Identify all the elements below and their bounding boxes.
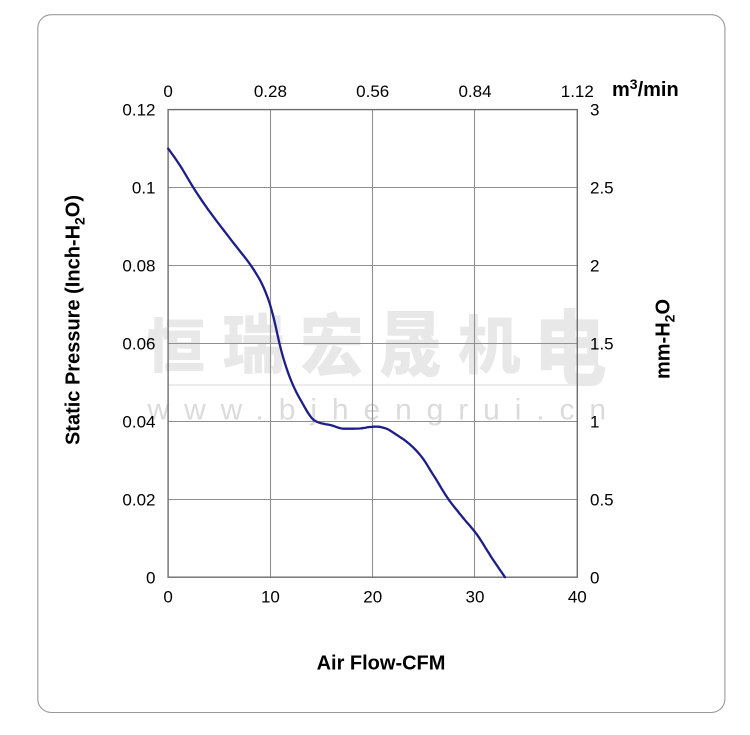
svg-text:0: 0	[146, 568, 155, 587]
svg-text:Static Pressure (Inch-H2O): Static Pressure (Inch-H2O)	[63, 195, 88, 445]
svg-text:Air Flow-CFM: Air Flow-CFM	[317, 653, 446, 675]
svg-text:1: 1	[590, 412, 599, 431]
svg-text:mm-H2O: mm-H2O	[653, 299, 678, 379]
svg-text:2: 2	[590, 257, 599, 276]
svg-text:0.1: 0.1	[132, 179, 156, 198]
svg-text:1.12: 1.12	[561, 82, 594, 101]
svg-text:0.04: 0.04	[122, 412, 155, 431]
svg-text:0.28: 0.28	[254, 82, 287, 101]
svg-text:0.02: 0.02	[122, 490, 155, 509]
svg-text:m3/min: m3/min	[612, 76, 679, 101]
svg-text:1.5: 1.5	[590, 335, 614, 354]
svg-text:0: 0	[163, 587, 172, 606]
svg-text:3: 3	[590, 101, 599, 120]
svg-text:30: 30	[466, 587, 485, 606]
svg-text:0.5: 0.5	[590, 490, 614, 509]
svg-text:0.12: 0.12	[122, 101, 155, 120]
svg-text:10: 10	[261, 587, 280, 606]
svg-text:0.08: 0.08	[122, 257, 155, 276]
svg-text:0.84: 0.84	[458, 82, 491, 101]
svg-text:0.06: 0.06	[122, 335, 155, 354]
svg-text:0: 0	[163, 82, 172, 101]
svg-text:2.5: 2.5	[590, 179, 614, 198]
svg-text:20: 20	[363, 587, 382, 606]
svg-text:40: 40	[568, 587, 587, 606]
svg-text:0: 0	[590, 568, 599, 587]
svg-text:0.56: 0.56	[356, 82, 389, 101]
